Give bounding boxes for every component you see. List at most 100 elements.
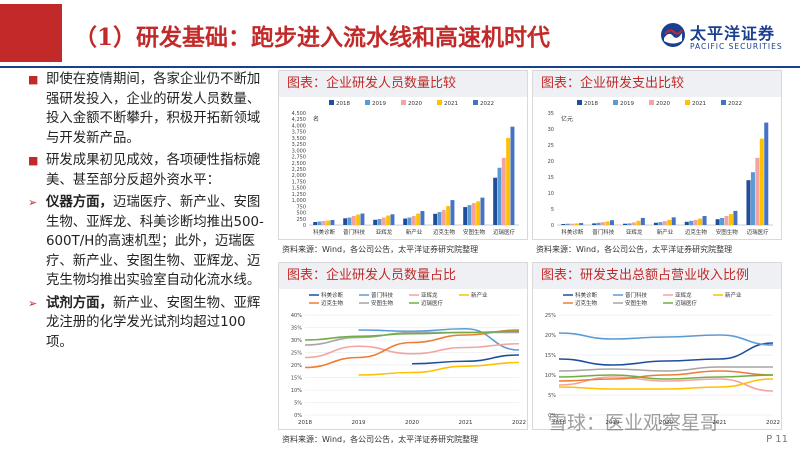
y-tick-label: 25 [548, 143, 554, 149]
y-tick-label: 5 [551, 207, 554, 213]
legend-swatch [473, 100, 478, 105]
y-tick-label: 2,000 [292, 173, 306, 179]
series-line [358, 361, 520, 376]
x-tick-label: 2020 [405, 420, 419, 426]
bar [627, 223, 632, 225]
y-tick-label: 0% [548, 413, 556, 419]
square-bullet-icon: ■ [28, 73, 39, 86]
legend-label: 普门科技 [625, 291, 648, 299]
chart-title: 图表：企业研发人员数量比较 [279, 71, 527, 97]
y-tick-label: 3,000 [292, 148, 306, 154]
unit-label: 名 [313, 115, 319, 123]
chart-rd-staff: 2018 2019 2020 2021 2022 02505007501,0001,250… [292, 100, 519, 236]
bar [746, 180, 751, 225]
series-line [358, 327, 520, 351]
bullet-bold-label: 试剂方面， [46, 295, 113, 311]
bar [493, 177, 498, 225]
bar [720, 217, 725, 225]
x-tick-label: 2019 [606, 420, 620, 426]
bar [390, 214, 395, 225]
y-tick-label: 15 [548, 175, 554, 181]
bar [381, 217, 386, 225]
legend-label: 迈瑞医疗 [675, 299, 698, 307]
watermark: 雪球：医业观察星哥 [548, 412, 720, 434]
y-tick-label: 20 [548, 159, 554, 165]
y-tick-label: 25% [545, 313, 556, 319]
legend-swatch [401, 100, 406, 105]
y-tick-label: 0 [551, 223, 554, 229]
series-line [304, 330, 520, 341]
y-tick-label: 2,750 [292, 155, 306, 161]
bar [330, 220, 335, 225]
series-line [558, 366, 773, 372]
bullet-item: ■ 即使在疫情期间，各家企业仍不断加强研发投入，企业的研发人员数量、投入金额不断攀… [28, 70, 270, 148]
chart-panel-rd-spend: 图表：企业研发支出比较 2018 2019 2020 2021 2022 0 5 10 15 20… [532, 70, 782, 240]
x-tick-label: 迈瑞医疗 [493, 228, 516, 236]
y-tick-label: 1,500 [292, 186, 306, 192]
bullet-item: ➢ 试剂方面，新产业、安图生物、亚辉龙注册的化学发光试剂均超过100项。 [28, 294, 270, 353]
legend-label: 新产业 [471, 291, 488, 299]
bar [733, 210, 738, 225]
y-tick-label: 4,250 [292, 117, 306, 123]
y-tick-label: 2,500 [292, 161, 306, 167]
series-line [304, 342, 520, 359]
x-tick-label: 亚辉龙 [626, 228, 643, 236]
legend-swatch [329, 100, 334, 105]
bar [579, 223, 584, 225]
y-tick-label: 10% [545, 373, 556, 379]
bar [321, 221, 326, 225]
bar [755, 157, 760, 225]
logo-text-cn: 太平洋证券 [690, 24, 776, 43]
bullet-item: ➢ 仪器方面，迈瑞医疗、新产业、安图生物、亚辉龙、科美诊断均推出500-600T/… [28, 193, 270, 291]
x-tick-label: 迈克生物 [433, 228, 456, 236]
legend-label: 安图生物 [625, 299, 648, 307]
chart-rd-spend: 2018 2019 2020 2021 2022 0 5 10 15 20 25 30 35 亿元科美诊断… [548, 100, 773, 236]
y-tick-label: 750 [296, 204, 306, 210]
header-accent-bar [0, 4, 62, 62]
y-tick-label: 4,500 [292, 111, 306, 117]
y-tick-label: 250 [296, 217, 306, 223]
bullet-bold-label: 仪器方面， [46, 195, 113, 210]
legend-label: 普门科技 [371, 291, 394, 299]
x-tick-label: 2021 [459, 420, 473, 426]
bar [441, 210, 446, 225]
y-tick-label: 5% [294, 401, 302, 407]
x-tick-label: 安图生物 [463, 228, 486, 236]
bar [728, 214, 733, 225]
bullet-text: 即使在疫情期间，各家企业仍不断加强研发投入，企业的研发人员数量、投入金额不断攀升… [46, 72, 261, 146]
unit-label: 亿元 [561, 115, 573, 123]
bar [313, 222, 318, 225]
bar [501, 157, 506, 225]
bar [609, 220, 614, 225]
series-line [558, 342, 774, 366]
bar [631, 222, 636, 225]
legend-label: 2022 [480, 101, 494, 107]
series-line [304, 329, 520, 369]
y-tick-label: 5% [548, 393, 556, 399]
x-tick-label: 2022 [766, 420, 780, 426]
y-tick-label: 35% [291, 326, 302, 332]
legend-label: 2019 [372, 101, 386, 107]
bar [407, 217, 412, 225]
legend-label: 科美诊断 [575, 291, 598, 299]
chart-panel-rd-revenue-ratio: 图表：研发支出总额占营业收入比例 科美诊断 普门科技 亚辉龙 新产业 迈克生物 安图生物 迈… [532, 262, 782, 430]
logo-text-en: PACIFIC SECURITIES [690, 42, 783, 51]
y-tick-label: 35 [548, 111, 554, 117]
page-number: P 11 [766, 434, 788, 445]
series-line [558, 332, 774, 346]
bar [561, 224, 566, 225]
source-note: 资料来源：Wind，各公司公告，太平洋证券研究院整理 [536, 245, 733, 254]
bar [416, 213, 421, 225]
legend-swatch [437, 100, 442, 105]
bar [658, 222, 663, 225]
y-tick-label: 1,250 [292, 192, 306, 198]
y-tick-label: 40% [291, 313, 302, 319]
x-tick-label: 安图生物 [716, 228, 739, 236]
chart-panel-rd-staff: 图表：企业研发人员数量比较 2018 2019 2020 2021 2022 0 250 50… [278, 70, 528, 240]
legend-label: 2021 [692, 101, 706, 107]
logo-icon [661, 23, 685, 47]
x-tick-label: 新产业 [657, 228, 674, 236]
x-tick-label: 亚辉龙 [376, 228, 393, 236]
bar [467, 205, 472, 225]
